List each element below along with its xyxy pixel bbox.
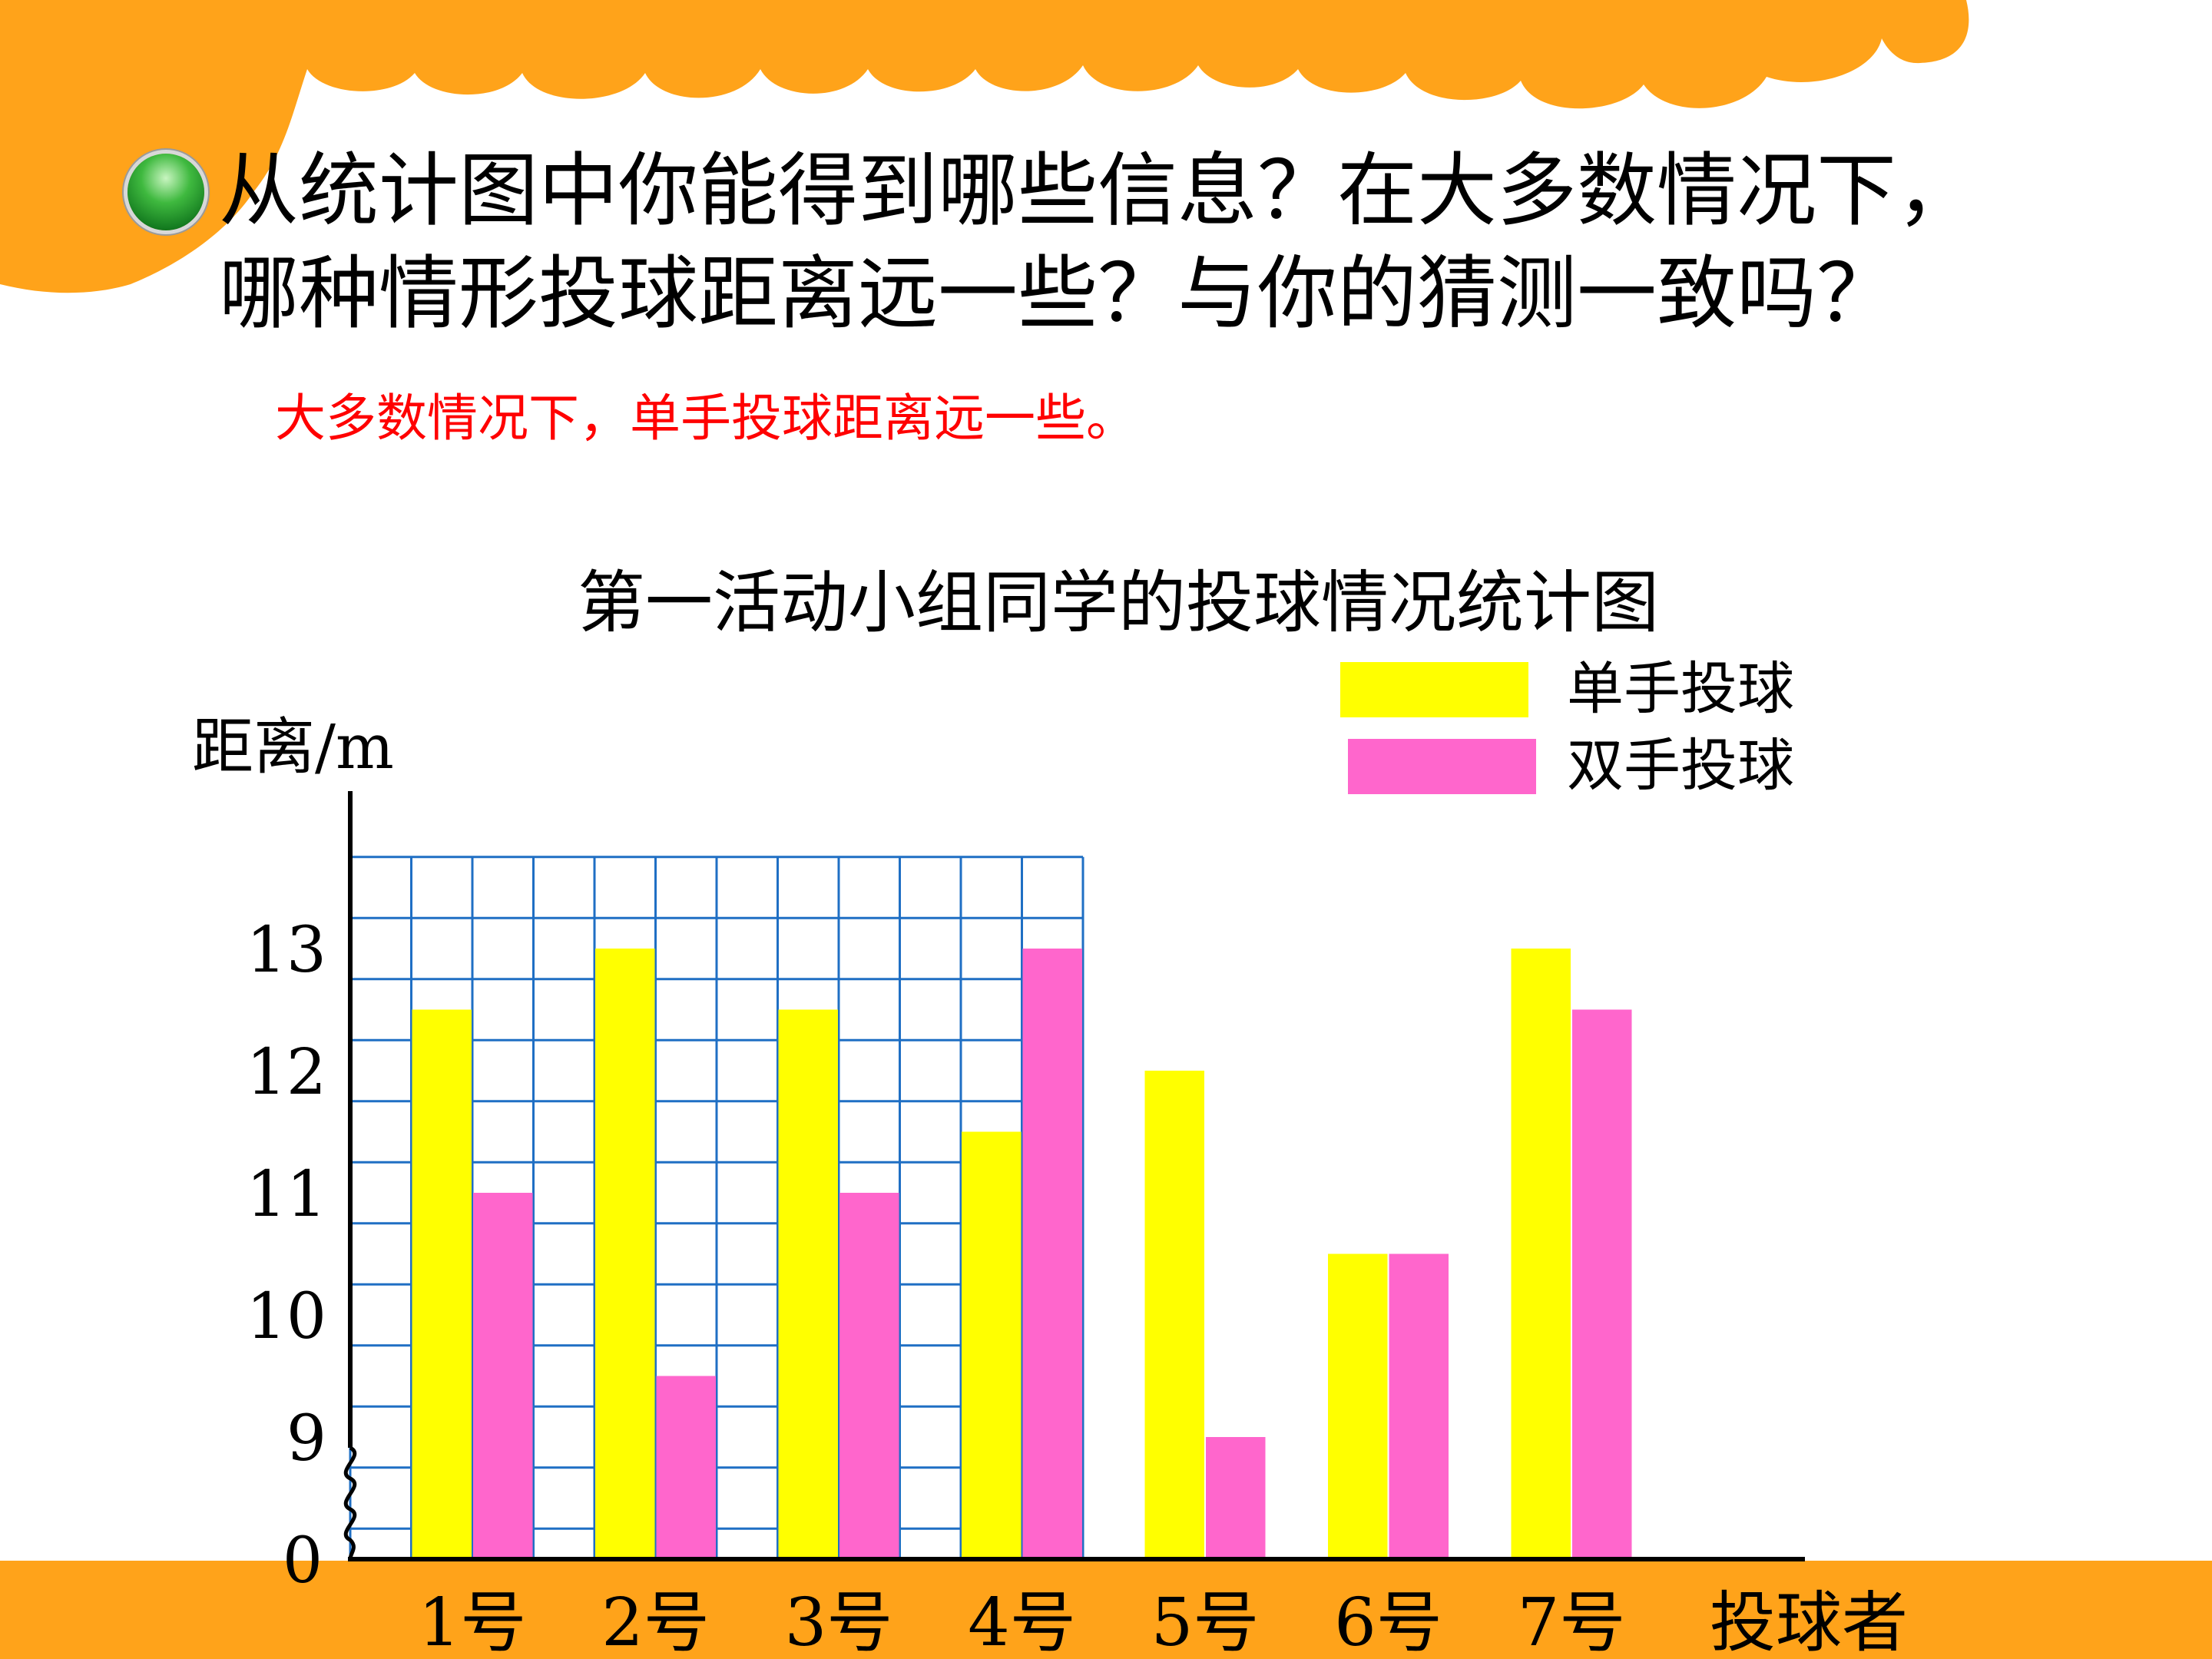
bars bbox=[412, 949, 1632, 1559]
chart-title: 第一活动小组同学的投球情况统计图 bbox=[578, 563, 1659, 642]
bar bbox=[412, 1009, 472, 1559]
y-tick-label: 11 bbox=[247, 1158, 326, 1231]
bar bbox=[1144, 1071, 1204, 1559]
y-tick-label: 10 bbox=[247, 1280, 326, 1353]
question-line-2: 哪种情形投球距离远一些？与你的猜测一致吗？ bbox=[219, 247, 1897, 340]
y-tick-label: 9 bbox=[286, 1402, 326, 1475]
axes bbox=[343, 791, 1805, 1561]
x-tick-labels: 1号 2号 3号 4号 5号 6号 7号 投球者 bbox=[419, 1584, 1908, 1659]
answer-text: 大多数情况下，单手投球距离远一些。 bbox=[275, 389, 1137, 448]
y-tick-label: 12 bbox=[247, 1036, 326, 1109]
bar bbox=[1206, 1437, 1266, 1559]
bar bbox=[962, 1131, 1022, 1559]
grid bbox=[349, 856, 1084, 1559]
bar bbox=[1572, 1009, 1632, 1559]
bar bbox=[1328, 1253, 1388, 1559]
x-tick-label: 5号 bbox=[1151, 1584, 1260, 1659]
question-line-1: 从统计图中你能得到哪些信息？在大多数情况下， bbox=[219, 144, 1977, 237]
bar bbox=[1511, 949, 1571, 1559]
x-tick-label: 4号 bbox=[968, 1584, 1076, 1659]
legend-label: 双手投球 bbox=[1567, 733, 1794, 799]
bar bbox=[1022, 949, 1082, 1559]
orange-cloud-header bbox=[0, 0, 1969, 293]
x-tick-label: 1号 bbox=[419, 1584, 527, 1659]
legend-label: 单手投球 bbox=[1567, 656, 1794, 722]
bar bbox=[1389, 1253, 1449, 1559]
x-tick-label: 3号 bbox=[785, 1584, 893, 1659]
x-tick-label: 2号 bbox=[601, 1584, 710, 1659]
legend-swatch bbox=[1340, 662, 1528, 717]
y-axis-label: 距离/m bbox=[192, 711, 394, 783]
green-bullet-icon bbox=[127, 154, 204, 230]
bar bbox=[656, 1376, 716, 1559]
bar bbox=[778, 1009, 838, 1559]
bar bbox=[473, 1193, 533, 1559]
x-axis-label: 投球者 bbox=[1710, 1584, 1908, 1659]
bottom-orange-band bbox=[0, 1561, 2212, 1659]
x-tick-label: 7号 bbox=[1518, 1584, 1626, 1659]
x-tick-label: 6号 bbox=[1334, 1584, 1442, 1659]
bar bbox=[595, 949, 655, 1559]
bar bbox=[839, 1193, 899, 1559]
y-tick-label: 0 bbox=[283, 1525, 323, 1598]
y-tick-labels: 0 9 10 11 12 13 bbox=[247, 914, 326, 1598]
legend-swatch bbox=[1348, 739, 1536, 794]
axis-break-icon bbox=[343, 1445, 357, 1560]
y-tick-label: 13 bbox=[247, 914, 326, 987]
